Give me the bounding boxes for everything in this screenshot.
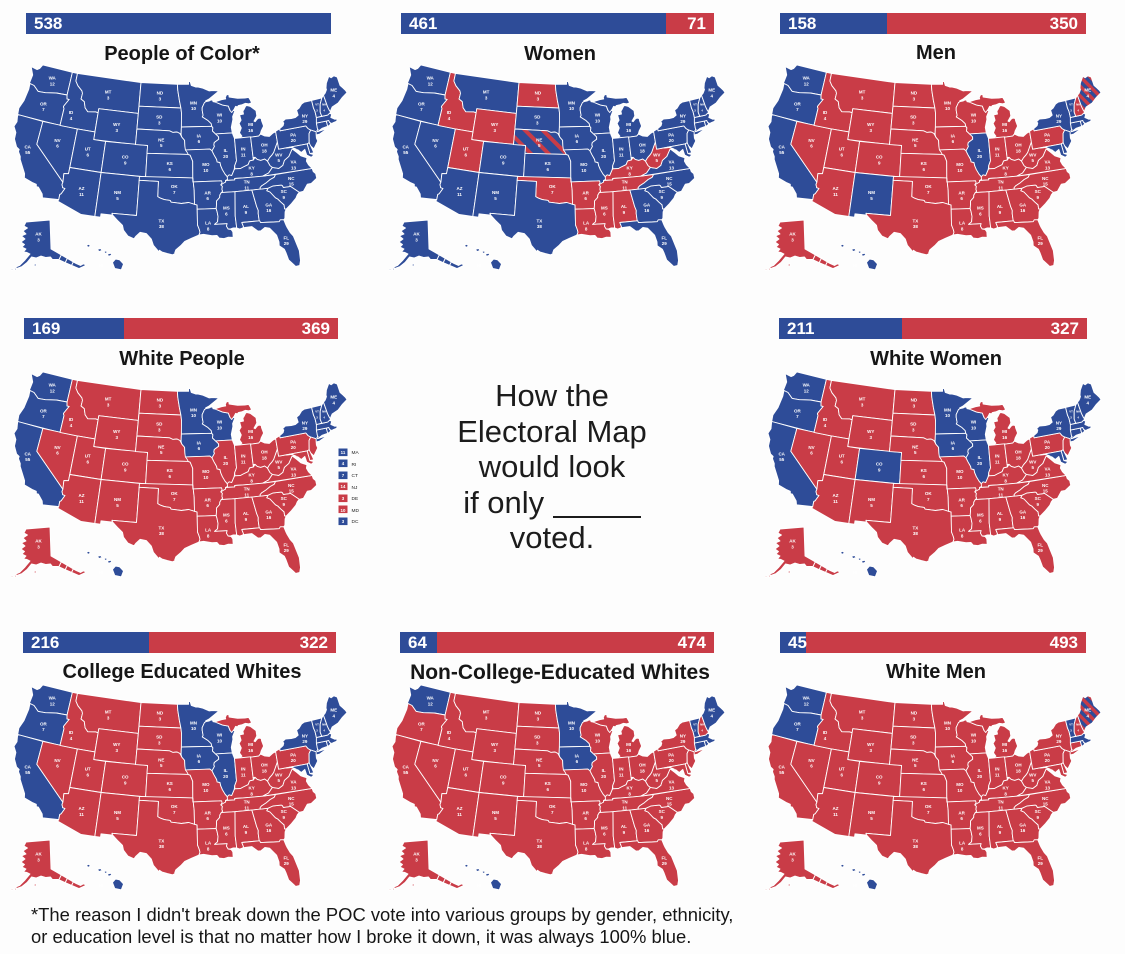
svg-text:3: 3: [342, 496, 345, 501]
svg-text:3: 3: [342, 519, 345, 524]
svg-text:10: 10: [341, 508, 346, 513]
svg-text:NJ: NJ: [352, 485, 358, 491]
svg-text:CT: CT: [352, 473, 358, 479]
svg-text:MD: MD: [352, 508, 360, 514]
svg-text:4: 4: [342, 461, 345, 466]
svg-text:RI: RI: [352, 462, 357, 468]
svg-text:7: 7: [342, 473, 345, 478]
svg-text:MA: MA: [352, 450, 360, 456]
svg-text:14: 14: [341, 484, 346, 489]
svg-text:11: 11: [341, 450, 346, 455]
svg-text:DC: DC: [352, 519, 359, 525]
svg-text:DE: DE: [352, 496, 359, 502]
